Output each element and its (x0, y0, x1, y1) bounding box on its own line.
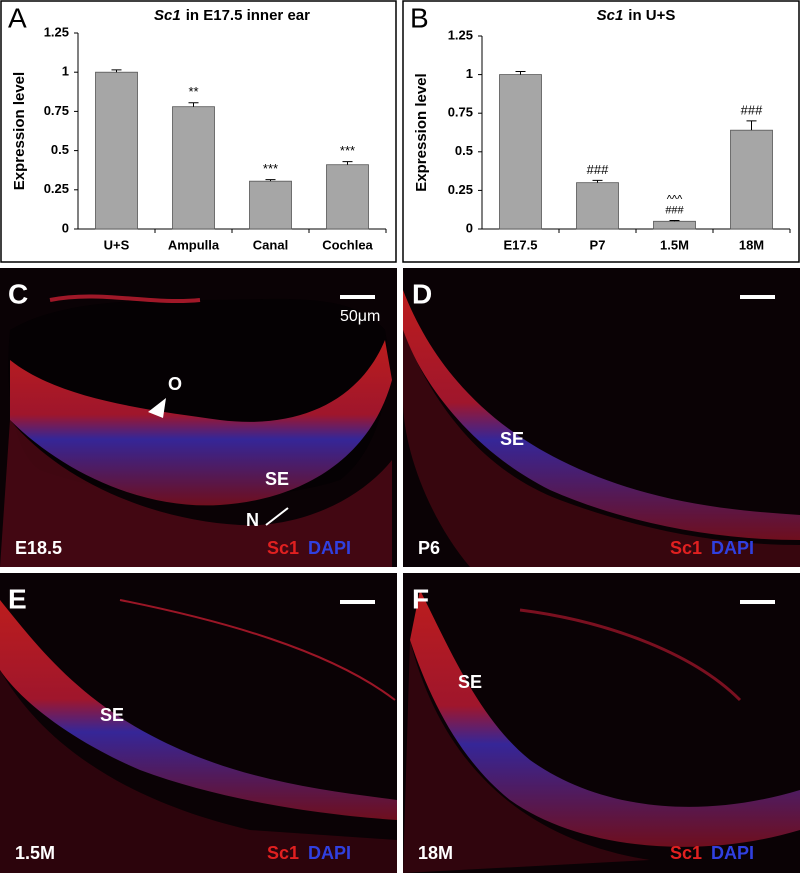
title-rest: in E17.5 inner ear (186, 7, 310, 24)
significance: ### (665, 204, 684, 216)
title-rest: in U+S (628, 7, 675, 24)
panel-letter: E (8, 583, 27, 614)
panel-letter: B (410, 2, 429, 33)
significance: ^^^ (667, 193, 683, 205)
y-axis-label: Expression level (413, 73, 430, 191)
error-bar (669, 220, 680, 222)
scale-label: 50μm (340, 308, 380, 325)
stain: DAPI (308, 538, 351, 558)
bar (653, 220, 696, 230)
x-tick-label: 18M (739, 237, 764, 252)
significance: *** (263, 161, 278, 176)
image-d (403, 268, 800, 567)
y-tick-label: 1 (62, 64, 69, 79)
stain: Sc1 (670, 843, 702, 863)
stain: Sc1 (670, 538, 702, 558)
y-tick-label: 0.75 (448, 105, 473, 120)
stain: Sc1 (267, 538, 299, 558)
stain: DAPI (711, 538, 754, 558)
y-tick-label: 1.25 (44, 24, 69, 39)
x-tick-label: Cochlea (322, 237, 373, 252)
label: SE (100, 705, 124, 725)
bar (172, 106, 215, 230)
image-f (403, 573, 800, 873)
age-label: 1.5M (15, 843, 55, 863)
bar (576, 182, 619, 230)
x-tick-label: P7 (590, 237, 606, 252)
label: SE (265, 469, 289, 489)
y-tick-label: 0 (62, 220, 69, 235)
label: O (168, 374, 182, 394)
y-tick-label: 1.25 (448, 27, 473, 42)
error-bar (592, 179, 603, 183)
y-axis-label: Expression level (11, 72, 28, 190)
error-bar (515, 71, 526, 75)
bar (730, 129, 773, 230)
error-bar (746, 120, 757, 131)
x-tick-label: U+S (104, 237, 130, 252)
significance: *** (340, 143, 355, 158)
x-tick-label: 1.5M (660, 237, 689, 252)
bar (499, 74, 542, 230)
panel-frame (402, 0, 800, 263)
error-bar (342, 161, 353, 165)
error-bar (111, 69, 122, 73)
bar (326, 164, 369, 230)
label: N (246, 510, 259, 530)
stain: Sc1 (267, 843, 299, 863)
age-label: P6 (418, 538, 440, 558)
significance: ### (741, 102, 763, 117)
panel-frame (0, 0, 397, 263)
y-tick-label: 0.25 (448, 182, 473, 197)
x-tick-label: E17.5 (504, 237, 538, 252)
age-label: E18.5 (15, 538, 62, 558)
panel-letter: C (8, 278, 28, 309)
title-gene: Sc1 (154, 7, 181, 24)
significance: ### (587, 162, 609, 177)
title-gene: Sc1 (597, 7, 624, 24)
image-e (0, 573, 397, 873)
bar (249, 180, 292, 230)
panel-letter: D (412, 278, 432, 309)
age-label: 18M (418, 843, 453, 863)
y-tick-label: 0.25 (44, 181, 69, 196)
error-bar (265, 179, 276, 182)
y-tick-label: 0.75 (44, 103, 69, 118)
label: SE (458, 672, 482, 692)
y-tick-label: 0 (466, 220, 473, 235)
image-c (0, 268, 397, 567)
y-tick-label: 0.5 (455, 143, 473, 158)
significance: ** (188, 84, 198, 99)
y-tick-label: 0.5 (51, 142, 69, 157)
chart-title: Sc1 in U+S (597, 7, 676, 24)
label: SE (500, 429, 524, 449)
chart-title: Sc1 in E17.5 inner ear (154, 7, 310, 24)
panel-letter: F (412, 583, 429, 614)
bar (95, 71, 138, 230)
x-tick-label: Ampulla (168, 237, 220, 252)
panel-letter: A (8, 2, 27, 33)
stain: DAPI (711, 843, 754, 863)
y-tick-label: 1 (466, 66, 473, 81)
error-bar (188, 102, 199, 107)
x-tick-label: Canal (253, 237, 288, 252)
stain: DAPI (308, 843, 351, 863)
